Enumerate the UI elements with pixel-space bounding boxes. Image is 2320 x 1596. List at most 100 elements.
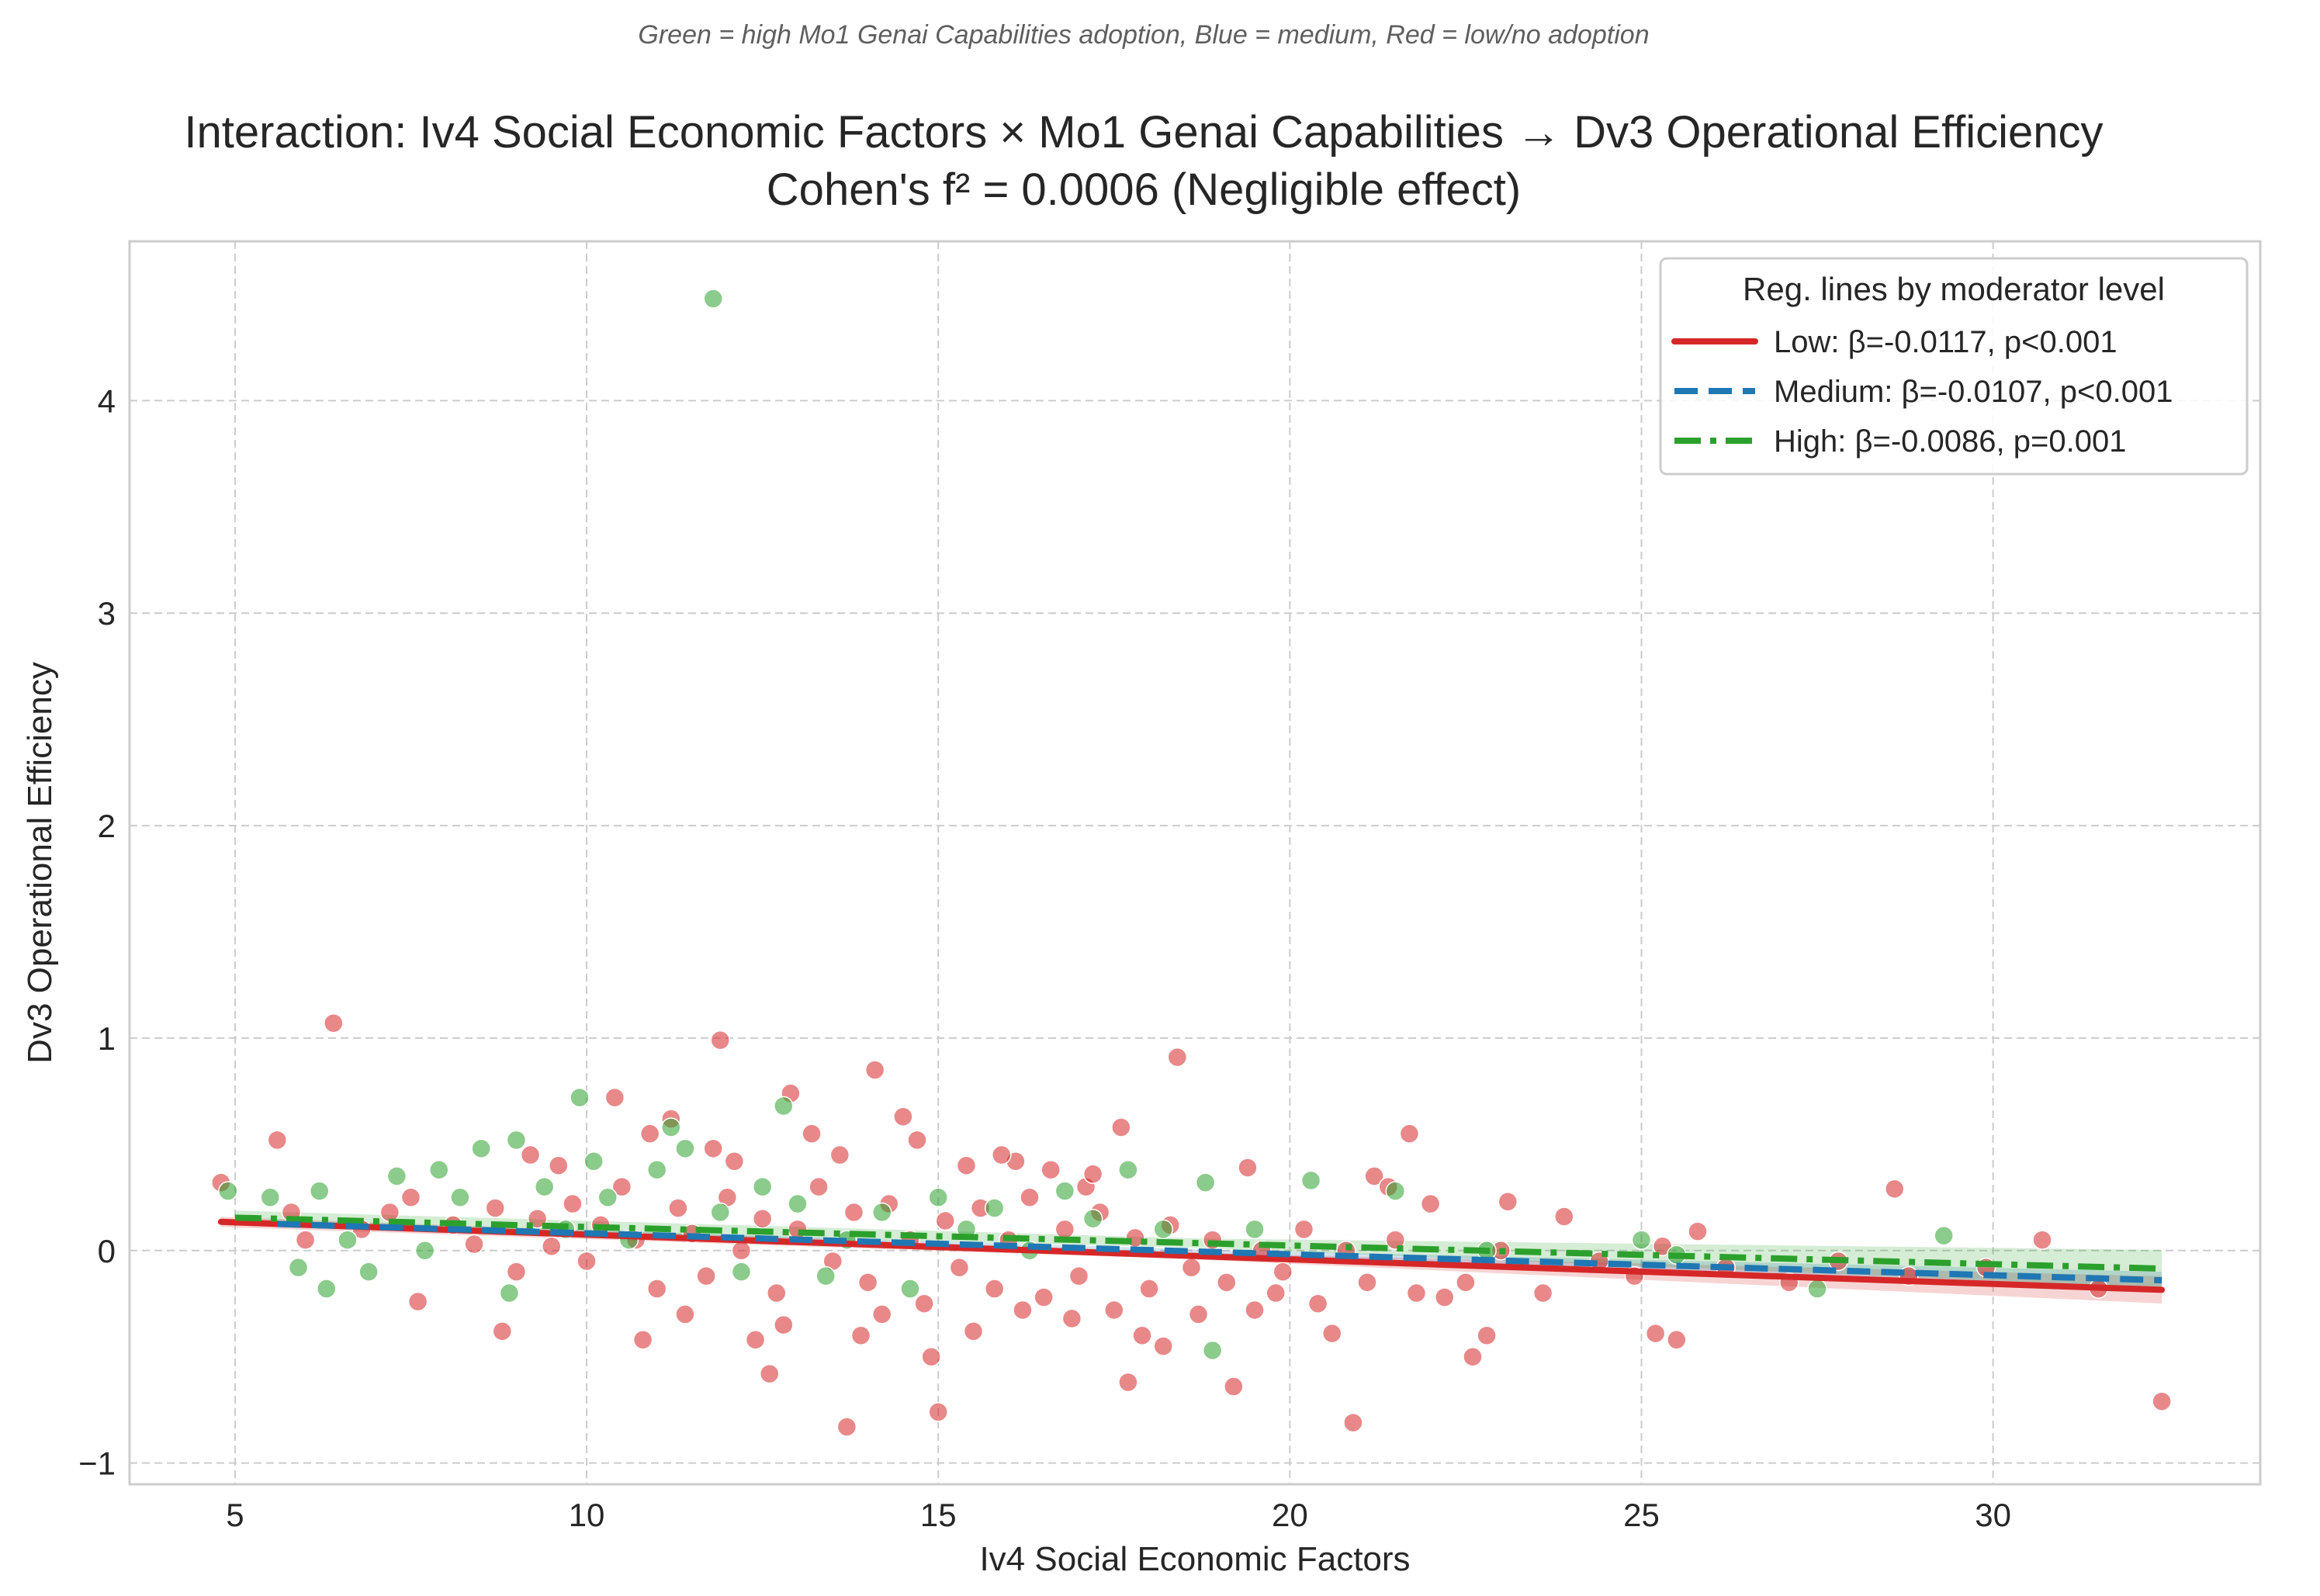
data-point-low [639,1123,660,1144]
data-point-low [724,1151,745,1172]
data-point-high [1082,1208,1103,1229]
data-point-low [928,1402,948,1422]
data-point-low [1139,1279,1159,1299]
data-point-high [871,1202,892,1223]
data-point-low [1013,1300,1033,1321]
legend-box [1659,257,2249,476]
data-point-low [1688,1221,1708,1241]
data-point-low [324,1013,344,1033]
data-point-low [1498,1192,1518,1212]
data-point-low [506,1262,527,1282]
regression-line-medium [277,1220,2162,1284]
x-tick-label: 25 [1623,1497,1660,1533]
data-point-low [802,1123,822,1144]
data-point-low [1061,1308,1082,1329]
data-point-low [563,1193,583,1214]
data-point-low [843,1202,864,1223]
regression-line-high [234,1214,2162,1272]
data-point-low [485,1198,506,1218]
data-point-high [731,1262,752,1282]
data-point-low [1217,1272,1237,1293]
data-point-low [1224,1376,1244,1397]
data-point-low [992,1144,1012,1165]
data-point-low [836,1417,857,1437]
data-point-low [935,1210,956,1231]
data-point-low [1463,1346,1483,1367]
data-point-low [1167,1047,1188,1068]
data-point-low [752,1208,773,1229]
data-point-high [675,1138,695,1159]
data-point-low [710,1030,731,1051]
data-point-high [1385,1181,1406,1201]
data-point-low [604,1087,625,1108]
data-point-high [815,1265,836,1286]
data-point-low [809,1176,829,1197]
y-tick-label: 4 [98,383,116,419]
data-point-low [1041,1159,1061,1180]
data-point-low [767,1283,787,1303]
data-point-high [900,1279,920,1299]
y-tick-label: 2 [98,808,116,844]
data-point-low [864,1060,885,1080]
data-point-low [703,1138,723,1159]
data-point-low [1420,1193,1441,1214]
x-tick-label: 5 [226,1497,244,1533]
data-point-low [1434,1287,1455,1307]
data-point-low [1118,1372,1138,1393]
data-point-low [646,1279,667,1299]
y-axis-ticks: −1 0 1 2 3 4 [78,383,116,1481]
data-point-high [583,1151,604,1172]
data-point-low [871,1304,892,1324]
data-point-low [407,1291,428,1312]
data-point-low [632,1330,653,1350]
data-point-low [1307,1293,1328,1314]
data-point-low [1456,1272,1476,1293]
legend-title: Reg. lines by moderator level [1743,271,2165,307]
data-point-low [696,1265,716,1286]
data-point-low [1054,1219,1075,1240]
data-point-low [1238,1158,1258,1178]
data-point-high [471,1138,491,1159]
data-point-low [774,1314,794,1335]
data-point-low [2032,1230,2052,1250]
data-point-low [1321,1323,1342,1344]
data-point-low [1667,1330,1687,1350]
data-point-low [2152,1391,2172,1411]
data-point-high [260,1187,281,1208]
legend: Reg. lines by moderator level Low: β=-0.… [1659,257,2249,476]
data-point-low [1111,1117,1131,1137]
data-point-low [914,1293,934,1314]
data-point-low [1532,1283,1553,1303]
data-point-low [542,1236,562,1257]
data-point-high [646,1159,667,1180]
data-point-high [414,1241,435,1261]
legend-label-low: Low: β=-0.0117, p<0.001 [1774,325,2117,359]
data-point-low [1132,1325,1152,1346]
data-point-high [570,1087,590,1108]
data-point-low [1068,1265,1089,1286]
data-point-low [295,1230,316,1250]
data-point-low [1082,1164,1103,1184]
data-point-low [850,1325,871,1346]
x-axis-label: Iv4 Social Economic Factors [979,1540,1410,1578]
data-point-high [499,1283,520,1303]
chart-title: Interaction: Iv4 Social Economic Factors… [184,107,2103,158]
data-point-low [1645,1323,1666,1344]
data-point-high [661,1117,681,1137]
data-point-low [1477,1325,1497,1346]
data-point-low [675,1304,695,1324]
data-point-high [1245,1219,1265,1240]
data-point-low [1554,1207,1574,1227]
data-point-high [534,1176,555,1197]
data-point-low [1406,1283,1427,1303]
data-point-low [984,1279,1005,1299]
data-point-low [611,1176,632,1197]
data-point-low [1104,1300,1124,1321]
y-axis-label: Dv3 Operational Efficiency [21,662,59,1064]
x-tick-label: 10 [569,1497,605,1533]
data-point-high [317,1279,337,1299]
data-point-high [506,1130,527,1151]
data-point-low [1266,1283,1286,1303]
data-point-high [358,1262,379,1282]
